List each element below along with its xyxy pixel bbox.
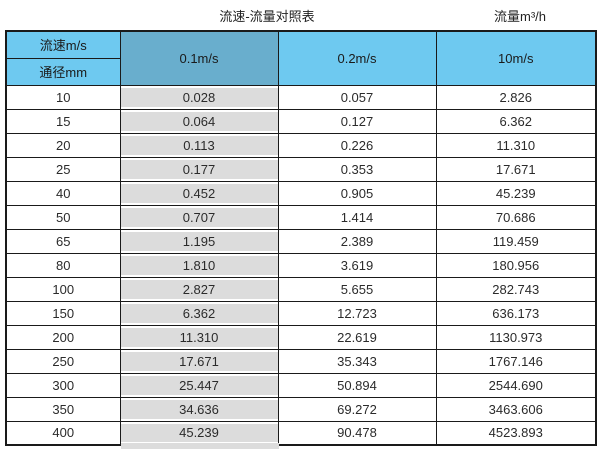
diameter-cell: 200 <box>5 324 121 350</box>
flow-value-cell: 180.956 <box>435 252 597 278</box>
flow-value-cell: 12.723 <box>277 300 437 326</box>
flow-unit-label: 流量m³/h <box>493 9 547 24</box>
diameter-cell: 65 <box>5 228 121 254</box>
diameter-cell: 350 <box>5 396 121 422</box>
diameter-cell: 400 <box>5 420 121 446</box>
table-row: 15 0.064 0.127 6.362 <box>5 108 597 134</box>
flow-value-cell: 1767.146 <box>435 348 597 374</box>
table-row: 25 0.177 0.353 17.671 <box>5 156 597 182</box>
flow-value-cell: 6.362 <box>119 300 279 326</box>
flow-table-wrap: 流速m/s 0.1m/s 0.2m/s 10m/s 通径mm 10 0.028 0.… <box>5 30 597 449</box>
flow-value-cell: 69.272 <box>277 396 437 422</box>
flow-value-cell: 90.478 <box>277 420 437 446</box>
flow-value-cell: 0.113 <box>119 132 279 158</box>
flow-value-cell: 1.414 <box>277 204 437 230</box>
diameter-cell: 100 <box>5 276 121 302</box>
flow-value-cell: 0.028 <box>119 84 279 110</box>
flow-value-cell: 2544.690 <box>435 372 597 398</box>
flow-value-cell: 3.619 <box>277 252 437 278</box>
header-row-velocity: 流速m/s 0.1m/s 0.2m/s 10m/s <box>5 30 597 86</box>
diameter-cell: 20 <box>5 132 121 158</box>
flow-value-cell: 0.707 <box>119 204 279 230</box>
diameter-cell: 50 <box>5 204 121 230</box>
flow-value-cell: 5.655 <box>277 276 437 302</box>
flow-value-cell: 6.362 <box>435 108 597 134</box>
table-row: 40 0.452 0.905 45.239 <box>5 180 597 206</box>
flow-value-cell: 3463.606 <box>435 396 597 422</box>
flow-value-cell: 50.894 <box>277 372 437 398</box>
flow-value-cell: 35.343 <box>277 348 437 374</box>
diameter-cell: 250 <box>5 348 121 374</box>
header-row-diameter: 通径mm <box>5 57 596 86</box>
flow-value-cell: 636.173 <box>435 300 597 326</box>
flow-value-cell: 0.452 <box>119 180 279 206</box>
flow-value-cell: 0.064 <box>119 108 279 134</box>
flow-value-cell: 1130.973 <box>435 324 597 350</box>
col-header-0-2ms: 0.2m/s <box>277 30 437 86</box>
flow-value-cell: 0.226 <box>277 132 437 158</box>
flow-table-header: 流速m/s 0.1m/s 0.2m/s 10m/s 通径mm <box>5 30 597 86</box>
flow-value-cell: 17.671 <box>435 156 597 182</box>
diameter-cell: 300 <box>5 372 121 398</box>
diameter-cell: 80 <box>5 252 121 278</box>
diameter-cell: 15 <box>5 108 121 134</box>
flow-value-cell: 11.310 <box>119 324 279 350</box>
table-row: 150 6.362 12.723 636.173 <box>5 300 597 326</box>
flow-value-cell: 4523.893 <box>435 420 597 446</box>
flow-value-cell: 1.195 <box>119 228 279 254</box>
flow-value-cell: 0.353 <box>277 156 437 182</box>
flow-value-cell: 22.619 <box>277 324 437 350</box>
flow-value-cell: 45.239 <box>435 180 597 206</box>
table-row: 250 17.671 35.343 1767.146 <box>5 348 597 374</box>
flow-value-cell: 0.177 <box>119 156 279 182</box>
diameter-cell: 25 <box>5 156 121 182</box>
titlebar: 流速-流量对照表 流量m³/h <box>0 0 600 30</box>
table-row: 50 0.707 1.414 70.686 <box>5 204 597 230</box>
flow-value-cell: 17.671 <box>119 348 279 374</box>
highlight-column-overhang <box>121 443 279 449</box>
flow-value-cell: 1.810 <box>119 252 279 278</box>
flow-value-cell: 2.389 <box>277 228 437 254</box>
flow-value-cell: 2.827 <box>119 276 279 302</box>
table-row: 200 11.310 22.619 1130.973 <box>5 324 597 350</box>
col-header-0-1ms: 0.1m/s <box>119 30 279 86</box>
flow-value-cell: 2.826 <box>435 84 597 110</box>
flow-value-cell: 282.743 <box>435 276 597 302</box>
flow-value-cell: 70.686 <box>435 204 597 230</box>
table-row: 10 0.028 0.057 2.826 <box>5 84 597 110</box>
diameter-cell: 40 <box>5 180 121 206</box>
table-row: 100 2.827 5.655 282.743 <box>5 276 597 302</box>
table-row: 80 1.810 3.619 180.956 <box>5 252 597 278</box>
velocity-unit-header: 流速m/s <box>5 30 121 59</box>
table-row: 300 25.447 50.894 2544.690 <box>5 372 597 398</box>
flow-value-cell: 0.905 <box>277 180 437 206</box>
flow-value-cell: 11.310 <box>435 132 597 158</box>
table-title: 流速-流量对照表 <box>219 9 315 24</box>
table-row: 350 34.636 69.272 3463.606 <box>5 396 597 422</box>
col-header-10ms: 10m/s <box>435 30 597 86</box>
flow-value-cell: 25.447 <box>119 372 279 398</box>
flow-table-body: 10 0.028 0.057 2.826 15 0.064 0.127 6.362 20 0.11… <box>5 84 597 446</box>
flow-table: 流速m/s 0.1m/s 0.2m/s 10m/s 通径mm 10 0.028 0.… <box>5 30 597 446</box>
diameter-unit-header: 通径mm <box>5 57 121 86</box>
diameter-cell: 150 <box>5 300 121 326</box>
flow-value-cell: 45.239 <box>119 420 279 446</box>
flow-value-cell: 0.127 <box>277 108 437 134</box>
flow-value-cell: 0.057 <box>277 84 437 110</box>
diameter-cell: 10 <box>5 84 121 110</box>
flow-value-cell: 119.459 <box>435 228 597 254</box>
table-row: 20 0.113 0.226 11.310 <box>5 132 597 158</box>
table-row: 400 45.239 90.478 4523.893 <box>5 420 597 446</box>
flow-value-cell: 34.636 <box>119 396 279 422</box>
table-row: 65 1.195 2.389 119.459 <box>5 228 597 254</box>
